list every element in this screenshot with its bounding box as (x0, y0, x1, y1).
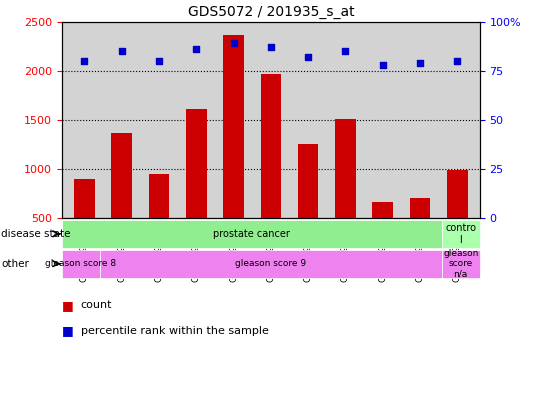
Point (378, 62, 387, 68)
Text: disease state: disease state (1, 229, 71, 239)
Point (155, 58, 163, 64)
Point (192, 46, 201, 52)
Bar (410, 198, 430, 218)
Bar (298, 144, 319, 218)
Bar (149, 174, 169, 218)
Text: percentile rank within the sample: percentile rank within the sample (81, 326, 269, 336)
Bar (112, 132, 132, 218)
Point (266, 44, 275, 50)
Bar (260, 73, 281, 218)
Bar (74, 179, 95, 218)
Text: gleason
score
n/a: gleason score n/a (443, 249, 479, 279)
Bar (223, 35, 244, 218)
Text: other: other (1, 259, 29, 269)
Text: gleason score 9: gleason score 9 (236, 259, 306, 268)
Point (118, 48, 126, 54)
Text: gleason score 8: gleason score 8 (45, 259, 116, 268)
Point (229, 40, 238, 46)
Point (341, 48, 350, 54)
Bar (372, 202, 393, 218)
Point (416, 60, 424, 66)
Text: count: count (81, 300, 112, 310)
Bar (335, 119, 356, 218)
Title: GDS5072 / 201935_s_at: GDS5072 / 201935_s_at (188, 5, 354, 19)
Text: contro
l: contro l (445, 223, 476, 244)
Point (453, 58, 461, 64)
Bar (186, 109, 206, 218)
Text: ■: ■ (62, 324, 74, 338)
Bar (447, 170, 468, 218)
Text: ■: ■ (62, 299, 74, 312)
Point (304, 54, 313, 60)
Text: prostate cancer: prostate cancer (213, 229, 291, 239)
Point (80, 58, 89, 64)
